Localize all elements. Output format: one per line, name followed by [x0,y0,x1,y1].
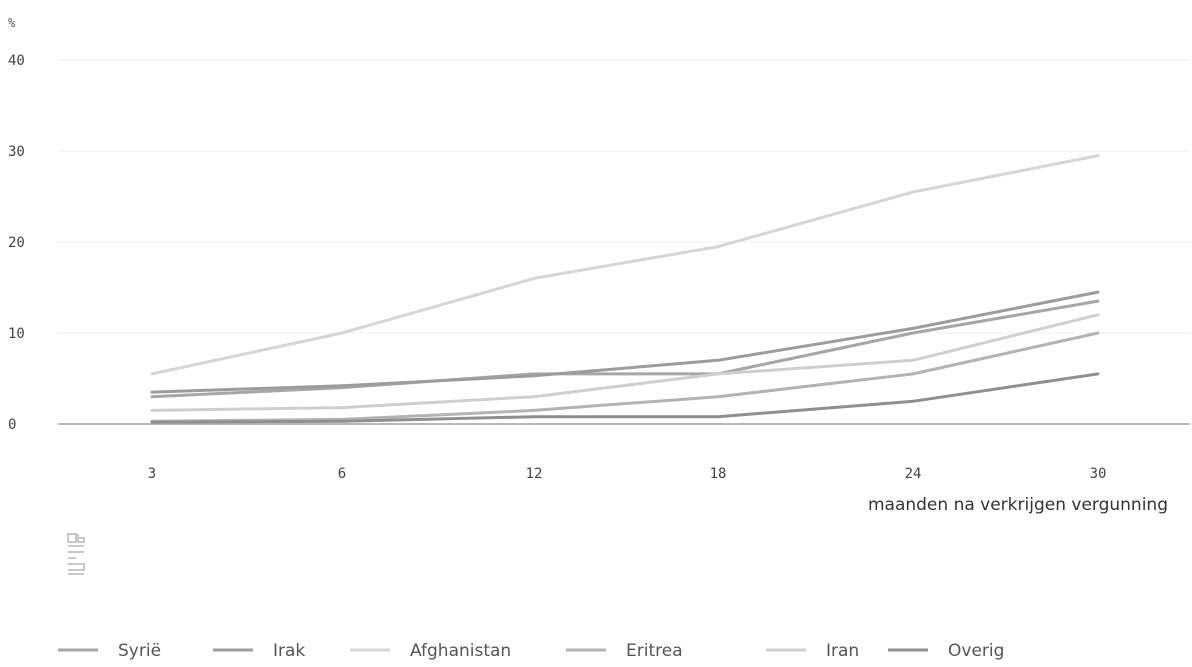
legend-label: Syrië [118,641,161,661]
series-line-afghanistan [150,154,1100,376]
x-tick-label: 30 [1090,466,1107,482]
x-tick-label: 24 [905,466,922,482]
x-axis-ticks: 3 6 12 18 24 30 [148,466,1107,482]
legend-label: Irak [273,641,305,661]
cbs-logo [67,533,85,575]
legend-label: Afghanistan [410,641,511,661]
series-line-eritrea [150,331,1100,423]
series-lines [150,154,1100,424]
y-tick-label: 20 [8,235,25,251]
series-line-overig [150,372,1100,424]
series-line-syri- [150,299,1100,399]
legend-label: Overig [948,641,1004,661]
legend: Syrië Irak Afghanistan Eritrea Iran Overig [58,641,1004,661]
y-tick-label: 10 [8,326,25,342]
y-axis-ticks: 0 10 20 30 40 [8,53,25,433]
legend-label: Eritrea [626,641,683,661]
x-tick-label: 6 [338,466,346,482]
legend-label: Iran [826,641,859,661]
x-tick-label: 12 [526,466,543,482]
y-tick-label: 40 [8,53,25,69]
series-line-irak [150,290,1100,394]
y-tick-label: 30 [8,144,25,160]
x-tick-label: 3 [148,466,156,482]
y-unit-label: % [8,16,16,30]
x-tick-label: 18 [710,466,727,482]
series-line-iran [150,313,1100,412]
grid [58,59,1190,334]
y-tick-label: 0 [8,417,16,433]
x-axis-title: maanden na verkrijgen vergunning [868,495,1168,515]
